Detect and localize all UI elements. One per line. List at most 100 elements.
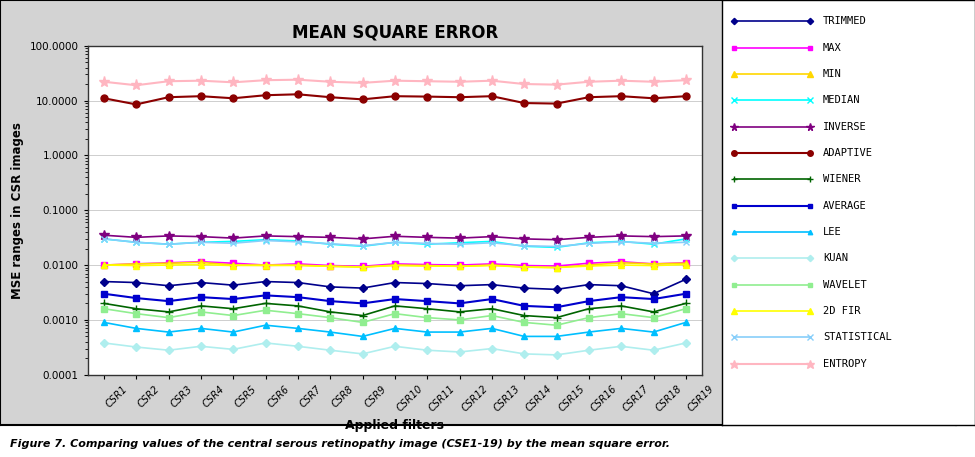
INVERSE [292, 234, 304, 239]
Text: ADAPTIVE: ADAPTIVE [823, 148, 873, 158]
STATISTICAL [98, 236, 110, 242]
Line: LEE: LEE [101, 319, 688, 339]
KUAN [519, 351, 530, 356]
ADAPTIVE [131, 101, 142, 107]
MIN [325, 264, 336, 269]
STATISTICAL [453, 241, 465, 247]
MAX [453, 262, 465, 268]
ENTROPY [680, 77, 691, 83]
2D FIR [259, 262, 271, 268]
Line: MIN: MIN [100, 259, 689, 271]
MEDIAN [325, 241, 336, 247]
Text: Figure 7. Comparing values of the central serous retinopathy image (CSE1-19) by : Figure 7. Comparing values of the centra… [10, 439, 670, 449]
Line: ENTROPY: ENTROPY [98, 74, 691, 91]
Line: WIENER: WIENER [99, 299, 690, 322]
ADAPTIVE [292, 91, 304, 97]
WIENER [131, 306, 142, 312]
MEDIAN [227, 239, 239, 244]
ADAPTIVE [421, 94, 433, 99]
KUAN [647, 347, 659, 353]
WIENER [551, 315, 563, 320]
MEDIAN [615, 239, 627, 244]
LEE [680, 319, 691, 325]
ADAPTIVE [486, 93, 497, 99]
Text: INVERSE: INVERSE [823, 122, 867, 132]
MIN [195, 260, 207, 265]
ENTROPY [195, 78, 207, 84]
Text: 2D FIR: 2D FIR [823, 306, 860, 316]
AVERAGE [163, 298, 175, 304]
AVERAGE [551, 304, 563, 310]
MIN [357, 264, 369, 270]
X-axis label: Applied filters: Applied filters [345, 419, 445, 432]
LEE [647, 329, 659, 335]
WAVELET [453, 317, 465, 323]
TRIMMED [421, 281, 433, 286]
MEDIAN [421, 241, 433, 247]
STATISTICAL [195, 239, 207, 245]
AVERAGE [131, 295, 142, 301]
STATISTICAL [615, 239, 627, 244]
WAVELET [615, 311, 627, 316]
STATISTICAL [325, 241, 336, 246]
INVERSE [131, 234, 142, 240]
INVERSE [453, 235, 465, 241]
STATISTICAL [421, 241, 433, 246]
WAVELET [389, 311, 401, 316]
MIN [615, 260, 627, 266]
INVERSE [195, 234, 207, 239]
2D FIR [163, 262, 175, 268]
AVERAGE [389, 296, 401, 302]
AVERAGE [227, 296, 239, 302]
WIENER [98, 301, 110, 306]
KUAN [131, 344, 142, 350]
LEE [163, 329, 175, 335]
MIN [486, 262, 497, 268]
MIN [131, 261, 142, 266]
Line: MEDIAN: MEDIAN [100, 235, 689, 251]
WIENER [389, 303, 401, 308]
KUAN [163, 347, 175, 353]
ENTROPY [292, 77, 304, 82]
ADAPTIVE [195, 93, 207, 99]
ADAPTIVE [98, 96, 110, 101]
MEDIAN [583, 240, 595, 245]
STATISTICAL [259, 238, 271, 243]
STATISTICAL [227, 240, 239, 246]
WIENER [647, 309, 659, 314]
KUAN [292, 344, 304, 349]
TRIMMED [519, 285, 530, 291]
STATISTICAL [551, 244, 563, 249]
ADAPTIVE [453, 95, 465, 100]
WAVELET [325, 315, 336, 320]
INVERSE [389, 234, 401, 239]
WIENER [615, 303, 627, 308]
MEDIAN [163, 241, 175, 247]
MIN [389, 262, 401, 268]
WAVELET [131, 311, 142, 316]
TRIMMED [131, 280, 142, 285]
WAVELET [680, 306, 691, 312]
2D FIR [357, 264, 369, 270]
Line: ADAPTIVE: ADAPTIVE [100, 91, 689, 108]
2D FIR [325, 264, 336, 269]
AVERAGE [292, 294, 304, 300]
WIENER [195, 303, 207, 308]
ENTROPY [389, 78, 401, 84]
TRIMMED [292, 280, 304, 285]
MEDIAN [292, 238, 304, 244]
AVERAGE [583, 298, 595, 304]
MIN [519, 264, 530, 270]
WIENER [325, 309, 336, 314]
MAX [357, 264, 369, 269]
MAX [421, 262, 433, 267]
TRIMMED [259, 279, 271, 284]
WAVELET [98, 306, 110, 312]
Text: MIN: MIN [823, 69, 841, 79]
MAX [325, 263, 336, 268]
ENTROPY [163, 79, 175, 84]
MEDIAN [680, 236, 691, 242]
STATISTICAL [163, 241, 175, 247]
LEE [551, 334, 563, 339]
AVERAGE [98, 291, 110, 297]
